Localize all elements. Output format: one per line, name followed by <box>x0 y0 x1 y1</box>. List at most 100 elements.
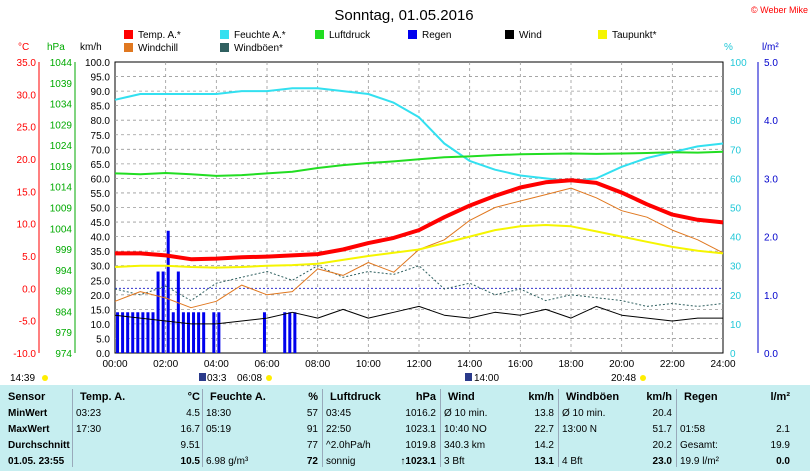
table-divider <box>558 389 559 467</box>
table-cell-note: 340.3 km <box>444 440 486 451</box>
sun-icon <box>42 375 48 381</box>
wind-tick-label: 75.0 <box>91 131 111 142</box>
rain-tick-label: 1.0 <box>764 291 778 302</box>
table-cell-note: 05:19 <box>206 424 232 435</box>
legend-label: Regen <box>422 30 451 41</box>
sun-moon-markers: 14:39 03:3 06:08 14:00 20:48 <box>10 373 646 384</box>
legend: Temp. A.* Feuchte A.* Luftdruck Regen Wind Ta… <box>124 30 657 54</box>
table-header-unit: °C <box>187 391 200 403</box>
table-cell-note: 18:30 <box>206 408 232 419</box>
rain-bar <box>212 312 216 353</box>
legend-swatch <box>220 30 229 39</box>
time-tick-label: 16:00 <box>508 359 533 370</box>
table-cell-note: 19.9 l/m² <box>680 456 719 467</box>
pressure-tick-label: 1029 <box>50 120 73 131</box>
table-cell-value: 0.0 <box>776 456 790 467</box>
temp-tick-label: 35.0 <box>17 58 37 69</box>
humidity-tick-label: 80 <box>730 116 742 127</box>
axis-ticks: 35.0 30.0 25.0 20.0 15.0 10.0 5.0 0.0 -5.0 -10.0 1… <box>13 58 778 370</box>
humidity-tick-label: 40 <box>730 233 742 244</box>
table-cell-value: 16.7 <box>180 424 200 435</box>
series-line <box>115 178 724 262</box>
rain-bar <box>151 312 155 353</box>
copyright-label: © Weber Mike <box>751 5 808 15</box>
time-tick-label: 20:00 <box>609 359 634 370</box>
table-row-label: MinWert <box>8 408 48 419</box>
table-cell-note: sonnig <box>326 456 356 467</box>
humidity-tick-label: 100 <box>730 58 747 69</box>
rain-bar <box>288 312 292 353</box>
time-tick-label: 14:00 <box>457 359 482 370</box>
pressure-tick-label: 1009 <box>50 204 73 215</box>
moonset-time: 14:39 <box>10 373 35 384</box>
table-cell-value: 77 <box>306 440 318 451</box>
table-row-label: Durchschnitt <box>8 440 70 451</box>
rain-bar <box>262 312 266 353</box>
time-tick-label: 08:00 <box>305 359 330 370</box>
table-cell-note: 03:45 <box>326 408 352 419</box>
temp-tick-label: 20.0 <box>17 155 37 166</box>
rain-bar <box>181 312 185 353</box>
table-divider <box>72 389 73 467</box>
legend-label: Luftdruck <box>329 30 371 41</box>
rain-bar <box>146 312 150 353</box>
rain-tick-label: 0.0 <box>764 349 778 360</box>
moonrise-time: 03:3 <box>207 373 227 384</box>
series-line <box>114 87 724 183</box>
series-line <box>114 305 723 325</box>
legend-swatch <box>124 43 133 52</box>
table-row-label: 01.05. 23:55 <box>8 456 65 467</box>
humidity-tick-label: 50 <box>730 204 742 215</box>
rain-unit-label: l/m² <box>762 42 779 53</box>
table-cell-note: 3 Bft <box>444 456 465 467</box>
rain-bar <box>293 312 297 353</box>
rain-bar <box>186 312 190 353</box>
temp-tick-label: 25.0 <box>17 123 37 134</box>
moon-icon <box>465 373 472 381</box>
table-header-unit: % <box>308 391 318 403</box>
table-cell-value: 23.0 <box>652 456 672 467</box>
rain-bar <box>217 312 221 353</box>
wind-tick-label: 5.0 <box>96 334 110 345</box>
legend-swatch <box>505 30 514 39</box>
table-cell-note: 17:30 <box>76 424 102 435</box>
time-tick-label: 12:00 <box>406 359 431 370</box>
rain-tick-label: 5.0 <box>764 58 778 69</box>
table-cell-value: 91 <box>306 424 318 435</box>
table-cell-note: ^2.0hPa/h <box>326 440 371 451</box>
wind-tick-label: 10.0 <box>91 320 111 331</box>
sunset-time: 20:48 <box>611 373 636 384</box>
time-tick-label: 06:00 <box>254 359 279 370</box>
table-cell-note: Ø 10 min. <box>444 408 488 419</box>
temp-tick-label: 0.0 <box>22 284 36 295</box>
table-cell-value: 57 <box>306 408 318 419</box>
legend-label: Wind <box>519 30 542 41</box>
table-header: Luftdruck <box>330 391 381 403</box>
table-cell-value: 20.4 <box>652 408 672 419</box>
pressure-tick-label: 974 <box>55 349 72 360</box>
legend-swatch <box>315 30 324 39</box>
pressure-tick-label: 994 <box>55 266 72 277</box>
moon-icon <box>199 373 206 381</box>
wind-tick-label: 15.0 <box>91 305 111 316</box>
pressure-tick-label: 979 <box>55 328 72 339</box>
table-cell-value: 14.2 <box>534 440 554 451</box>
table-header: Wind <box>448 391 475 403</box>
pressure-tick-label: 1019 <box>50 162 73 173</box>
table-cell-value: 10.5 <box>180 456 200 467</box>
pressure-tick-label: 984 <box>55 307 72 318</box>
wind-tick-label: 100.0 <box>85 58 110 69</box>
table-cell-value: 72 <box>306 456 318 467</box>
table-cell-note: 01:58 <box>680 424 706 435</box>
table-divider <box>676 389 677 467</box>
sun-icon <box>266 375 272 381</box>
rain-tick-label: 3.0 <box>764 174 778 185</box>
table-header-unit: l/m² <box>770 391 790 403</box>
grid <box>114 61 724 354</box>
wind-tick-label: 65.0 <box>91 160 111 171</box>
rain-bars <box>116 230 297 353</box>
wind-tick-label: 50.0 <box>91 204 111 215</box>
table-header: Feuchte A. <box>210 391 266 403</box>
table-cell-value: 19.9 <box>770 440 790 451</box>
